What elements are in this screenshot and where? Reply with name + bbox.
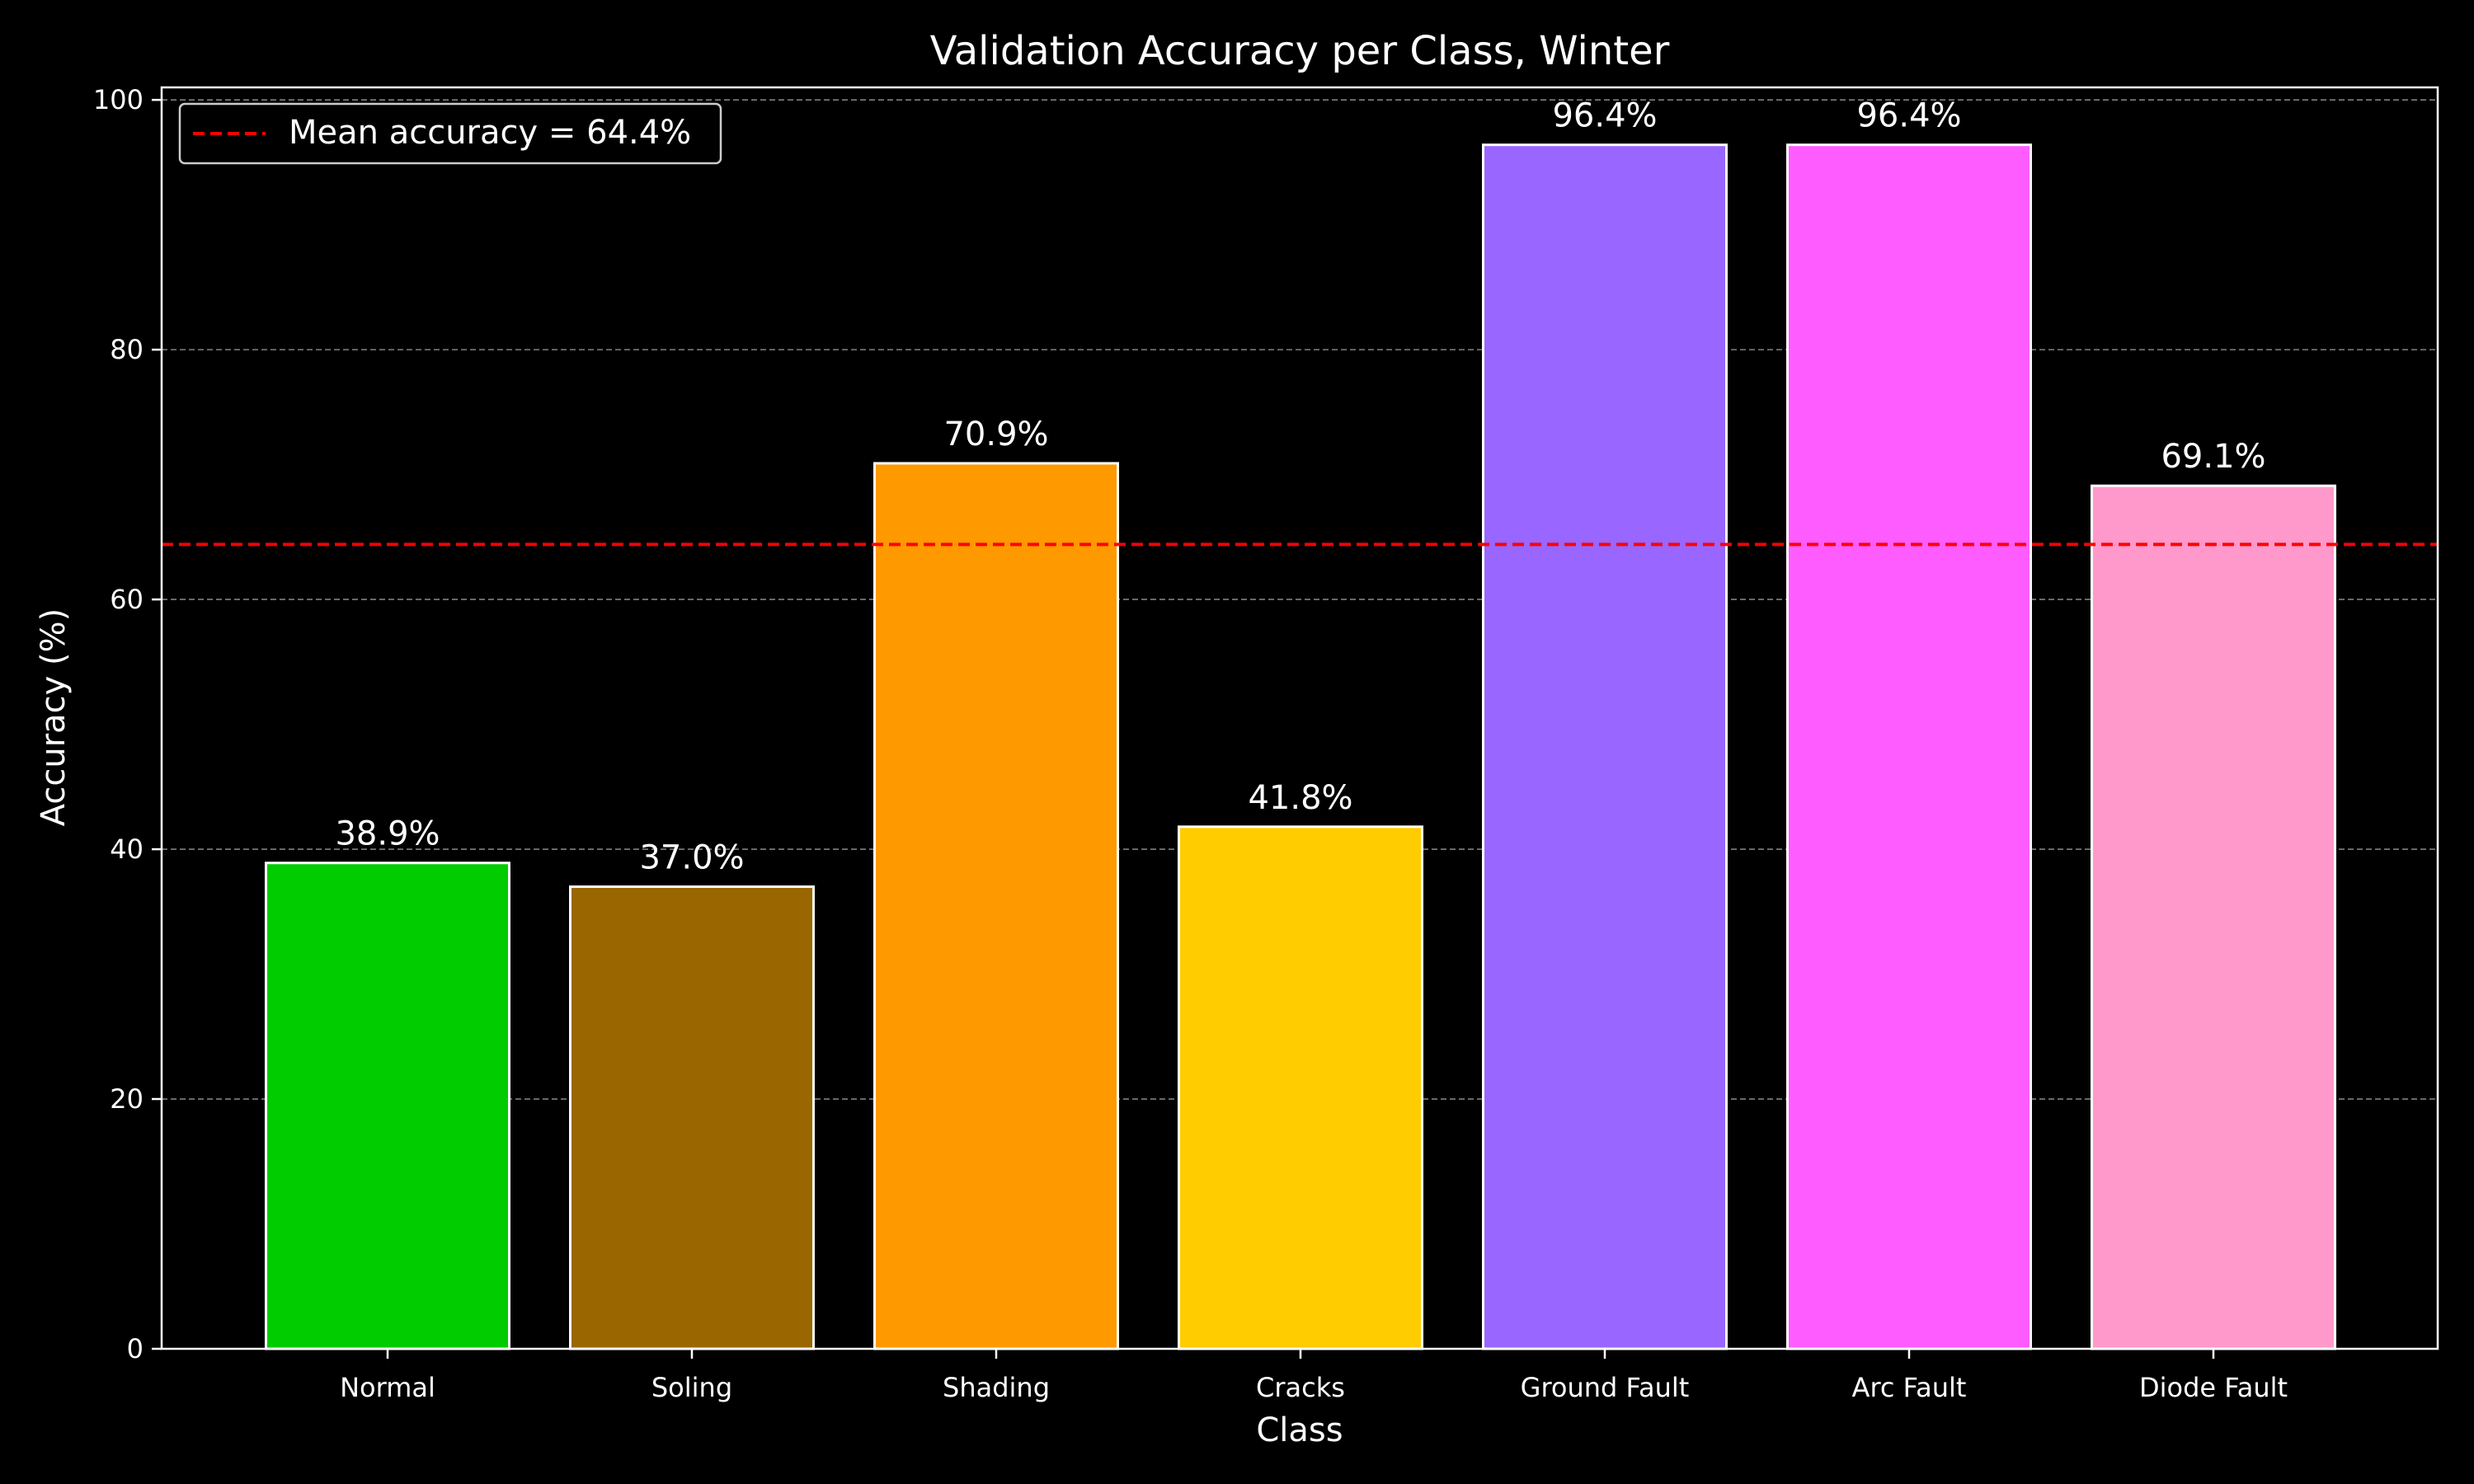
- y-tick-label: 100: [93, 84, 143, 115]
- bar-value-label: 37.0%: [639, 839, 744, 877]
- bar-value-label: 38.9%: [335, 815, 440, 853]
- y-tick-label: 0: [127, 1333, 143, 1364]
- bars: [265, 143, 2336, 1350]
- bar: [1178, 825, 1423, 1350]
- data-labels: 38.9% 37.0% 70.9% 41.8% 96.4% 96.4% 69.1%: [335, 97, 2265, 877]
- x-axis: Normal Soling Shading Cracks Ground Fault Arc…: [340, 1349, 2288, 1403]
- x-tick-label: Shading: [943, 1372, 1050, 1403]
- y-axis: 0 20 40 60 80 100: [93, 84, 162, 1364]
- x-tick-label: Diode Fault: [2139, 1372, 2288, 1403]
- bar: [265, 862, 510, 1350]
- bar-value-label: 70.9%: [943, 416, 1048, 453]
- x-axis-label: Class: [1256, 1411, 1343, 1449]
- bar: [1482, 143, 1728, 1350]
- y-tick-label: 40: [110, 834, 143, 865]
- legend: Mean accuracy = 64.4%: [178, 102, 722, 165]
- y-tick-label: 20: [110, 1083, 143, 1115]
- bar-value-label: 41.8%: [1248, 779, 1352, 817]
- x-tick-label: Ground Fault: [1521, 1372, 1690, 1403]
- x-tick-label: Arc Fault: [1852, 1372, 1967, 1403]
- bar: [1786, 143, 2032, 1350]
- bar-value-label: 96.4%: [1552, 97, 1657, 135]
- bar-value-label: 96.4%: [1856, 97, 1961, 135]
- x-tick-label: Soling: [651, 1372, 732, 1403]
- y-axis-label: Accuracy (%): [35, 608, 73, 827]
- y-tick-label: 80: [110, 334, 143, 365]
- bar: [2091, 484, 2336, 1350]
- bar: [569, 885, 815, 1350]
- y-tick-label: 60: [110, 584, 143, 615]
- x-tick-label: Cracks: [1256, 1372, 1345, 1403]
- chart-title: Validation Accuracy per Class, Winter: [930, 28, 1670, 74]
- x-tick-label: Normal: [340, 1372, 435, 1403]
- legend-box: [178, 102, 722, 165]
- legend-label: Mean accuracy = 64.4%: [289, 114, 691, 152]
- bar-value-label: 69.1%: [2161, 438, 2265, 476]
- bar: [873, 462, 1119, 1350]
